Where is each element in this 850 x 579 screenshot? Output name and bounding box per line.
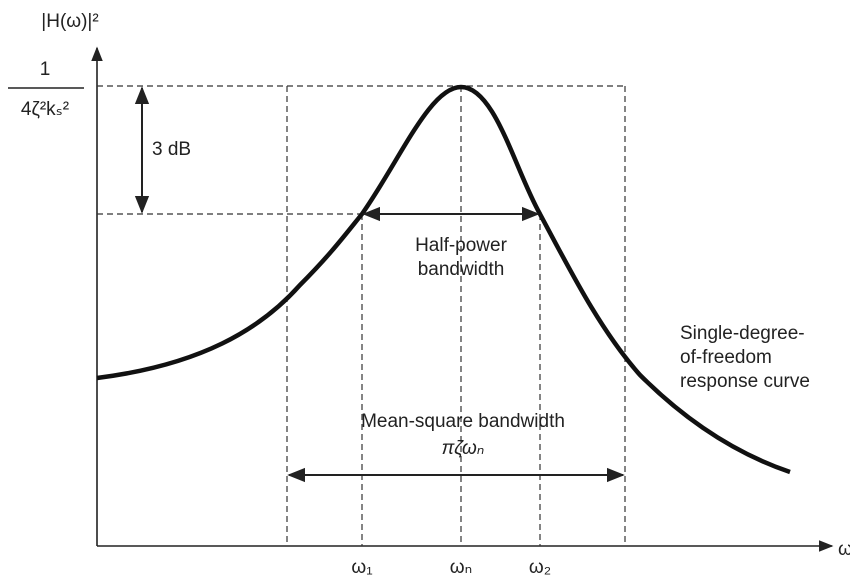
- peak-numerator: 1: [40, 59, 51, 80]
- mean-square-formula: πζωₙ: [442, 438, 485, 459]
- mean-square-label: Mean-square bandwidth: [361, 411, 565, 432]
- half-power-label: bandwidth: [418, 259, 505, 280]
- curve-label: of-freedom: [680, 347, 772, 368]
- x-axis-label: ω: [838, 539, 850, 560]
- 3db-label: 3 dB: [152, 139, 191, 160]
- x-tick-label: ω₁: [351, 557, 372, 578]
- half-power-label: Half-power: [415, 235, 508, 256]
- curve-label: Single-degree-: [680, 323, 805, 344]
- curve-label: response curve: [680, 371, 810, 392]
- x-tick-label: ωₙ: [450, 557, 472, 578]
- peak-denominator: 4ζ²kₛ²: [21, 99, 69, 120]
- response-curve: [96, 84, 791, 475]
- y-axis-label: |H(ω)|²: [41, 11, 98, 32]
- x-tick-label: ω₂: [529, 557, 551, 578]
